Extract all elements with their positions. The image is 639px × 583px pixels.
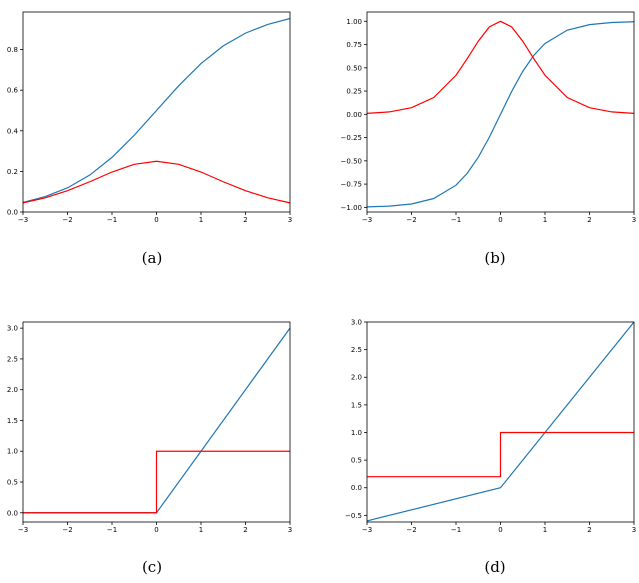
x-tick-label-c: −2: [62, 526, 72, 534]
y-tick-label-b: 0.50: [346, 64, 362, 72]
series-line-b-2: [366, 20, 635, 114]
plot-frame-d: [366, 321, 635, 523]
y-tick-label-d: 1.5: [351, 401, 362, 409]
y-tick-label-a: 0.0: [7, 209, 18, 217]
series-line-c-2: [23, 450, 290, 514]
caption-d: (d): [484, 558, 506, 576]
y-tick-label-c: 1.5: [7, 417, 18, 425]
plot-frame-b: [366, 11, 635, 213]
x-tick-label-b: 2: [587, 216, 591, 224]
x-tick-label-a: 1: [199, 216, 203, 224]
panel-d: −3 −2 −1 0 1 2 3 −0.5 0.0 0.5 1.0 1.5 2.0 2.5 3.0: [345, 319, 636, 535]
y-tick-label-a: 0.8: [7, 46, 18, 54]
y-tick-label-b: 1.00: [346, 18, 362, 26]
y-tick-label-d: 2.5: [351, 346, 362, 354]
y-tick-label-c: 2.5: [7, 355, 18, 363]
x-tick-label-c: 0: [154, 526, 158, 534]
y-tick-label-c: 0.5: [7, 479, 18, 487]
y-tick-label-c: 0.0: [7, 509, 18, 517]
y-tick-label-b: 0.00: [346, 111, 362, 119]
x-tick-label-a: 0: [154, 216, 158, 224]
series-line-a-1: [22, 17, 291, 204]
panel-c: −3 −2 −1 0 1 2 3 0.0 0.5 1.0 1.5 2.0 2.5 3.0: [7, 321, 292, 534]
series-line-d-1: [366, 321, 635, 522]
x-tick-label-c: 2: [243, 526, 247, 534]
series-line-d-2: [367, 431, 634, 478]
caption-c: (c): [141, 558, 163, 576]
x-tick-label-d: −3: [362, 526, 372, 534]
x-tick-label-d: 0: [498, 526, 502, 534]
caption-b: (b): [484, 249, 506, 267]
x-tick-label-b: −2: [406, 216, 416, 224]
x-tick-label-c: 1: [199, 526, 203, 534]
y-tick-label-b: −0.25: [341, 134, 362, 142]
x-tick-label-a: 3: [288, 216, 292, 224]
x-tick-label-c: 3: [288, 526, 292, 534]
panel-a: −3 −2 −1 0 1 2 3 0.0 0.2 0.4 0.6 0.8: [7, 11, 292, 224]
y-tick-label-a: 0.2: [7, 168, 18, 176]
y-tick-label-b: −0.50: [341, 157, 362, 165]
y-tick-label-a: 0.6: [7, 87, 19, 95]
y-tick-label-d: −0.5: [345, 512, 362, 520]
x-tick-label-b: 1: [543, 216, 547, 224]
y-tick-label-b: 0.25: [346, 88, 362, 96]
x-tick-label-b: 3: [632, 216, 636, 224]
x-tick-label-c: −1: [107, 526, 117, 534]
y-tick-label-d: 0.0: [351, 484, 362, 492]
y-tick-label-d: 0.5: [351, 457, 362, 465]
x-tick-label-d: 1: [543, 526, 547, 534]
x-tick-label-b: 0: [498, 216, 502, 224]
y-tick-label-d: 3.0: [351, 319, 362, 327]
y-tick-label-d: 2.0: [351, 374, 362, 382]
x-tick-label-d: −2: [406, 526, 416, 534]
x-tick-label-b: −3: [362, 216, 372, 224]
x-tick-label-d: 2: [587, 526, 591, 534]
x-tick-label-b: −1: [451, 216, 461, 224]
panel-b: −3 −2 −1 0 1 2 3 −1.00 −0.75 −0.50 −0.25 0.00 0.25 0.…: [341, 11, 636, 224]
x-tick-label-c: −3: [18, 526, 28, 534]
y-tick-label-d: 1.0: [351, 429, 362, 437]
caption-a: (a): [141, 249, 163, 267]
series-line-b-1: [366, 21, 635, 208]
x-tick-label-d: 3: [632, 526, 636, 534]
y-tick-label-b: 0.75: [346, 41, 362, 49]
series-line-a-2: [22, 160, 291, 204]
x-tick-label-a: 2: [243, 216, 247, 224]
y-tick-label-b: −0.75: [341, 181, 362, 189]
y-tick-label-c: 3.0: [7, 325, 18, 333]
x-tick-label-d: −1: [451, 526, 461, 534]
plot-frame-a: [22, 11, 291, 213]
x-tick-label-a: −2: [62, 216, 72, 224]
y-tick-label-c: 2.0: [7, 386, 18, 394]
y-tick-label-c: 1.0: [7, 448, 18, 456]
x-tick-label-a: −3: [18, 216, 28, 224]
x-tick-label-a: −1: [107, 216, 117, 224]
y-tick-label-a: 0.4: [7, 127, 19, 135]
y-tick-label-b: −1.00: [341, 204, 362, 212]
